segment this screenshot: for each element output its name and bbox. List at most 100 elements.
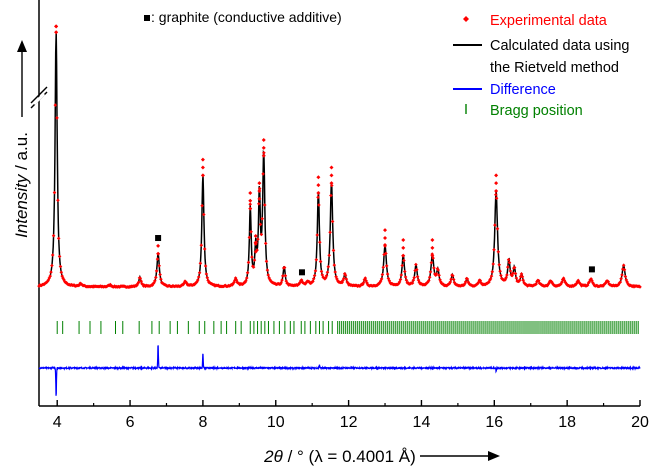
experimental-point [621,263,626,268]
y-axis-var: Intensity [12,173,31,238]
x-tick-label: 14 [413,414,431,431]
experimental-point [380,272,385,277]
experimental-point [216,283,221,288]
experimental-point [261,145,266,150]
experimental-point [503,277,507,282]
experimental-point [547,281,551,285]
experimental-point [534,282,538,286]
legend-label-calculated-1: Calculated data using [490,38,629,54]
experimental-point [59,270,64,275]
experimental-point [466,280,471,284]
experimental-point [585,283,590,287]
experimental-point [504,275,508,280]
experimental-point [258,222,263,227]
experimental-point [323,277,327,281]
experimental-point [382,252,386,257]
experimental-point [496,250,501,254]
experimental-point [493,223,497,227]
experimental-point [311,279,315,284]
experimental-point [363,276,368,280]
experimental-point [364,279,368,283]
y-axis-break [30,86,48,109]
graphite-annotation-marker-icon [144,15,150,21]
experimental-point [623,274,628,279]
experimental-point [259,232,264,237]
experimental-point [400,263,404,268]
experimental-point [184,281,189,285]
experimental-point [498,269,502,273]
x-axis-var: 2θ [263,447,283,466]
experimental-point [257,181,262,186]
experimental-point [200,203,204,208]
axes [38,0,641,407]
experimental-point [430,253,435,258]
experimental-point [197,271,202,275]
experimental-point [316,195,320,200]
experimental-point [417,280,422,284]
experimental-point [387,278,392,283]
x-tick-label: 12 [340,414,358,431]
x-axis-unit: / ° (λ = 0.4001 Å) [283,447,416,466]
experimental-point [411,278,416,282]
experimental-point [365,281,369,285]
experimental-point [157,264,161,268]
experimental-point [431,256,435,260]
experimental-point [439,280,443,284]
experimental-point [401,253,406,258]
experimental-point [616,282,621,287]
y-axis-arrow [17,40,27,117]
experimental-point [256,237,260,241]
experimental-point [489,274,494,278]
experimental-point [332,263,337,267]
experimental-point [155,257,160,261]
experimental-point [506,257,511,262]
experimental-point [433,273,438,277]
experimental-point [257,196,262,201]
graphite-marker [588,266,595,273]
experimental-point [451,273,455,278]
experimental-point [430,245,435,250]
experimental-point [494,189,499,193]
experimental-point [375,283,380,287]
experimental-point [438,278,442,282]
experimental-point [432,266,436,270]
x-tick-label: 16 [485,414,503,431]
experimental-point [314,258,319,262]
experimental-point [245,276,249,280]
experimental-point [510,273,514,278]
experimental-point [282,265,287,270]
experimental-point [318,240,322,244]
experimental-point [463,279,468,284]
experimental-point [48,274,52,278]
experimental-point [478,278,483,283]
experimental-point [383,236,388,241]
experimental-point [311,277,316,281]
experimental-point [269,279,273,283]
experimental-point [283,273,288,278]
experimental-point [251,265,256,269]
legend: Experimental data Calculated data using … [453,13,629,119]
experimental-point [491,262,495,266]
experimental-point [494,196,499,200]
experimental-point [249,230,253,234]
experimental-point [522,281,526,285]
experimental-point [383,228,388,233]
graphite-annotation-text: : graphite (conductive additive) [151,9,342,25]
experimental-point [586,281,591,285]
experimental-point [284,279,289,283]
difference-line [38,345,641,396]
experimental-point [318,259,323,264]
experimental-point [320,273,325,277]
experimental-point [326,265,331,269]
experimental-point [307,280,312,284]
x-tick-label: 6 [126,414,135,431]
experimental-point [441,282,446,287]
experimental-point [399,273,404,277]
experimental-point [505,273,509,277]
experimental-point [317,203,321,207]
experimental-point [324,276,328,280]
experimental-point [316,190,321,195]
experimental-point [192,282,197,287]
experimental-point [479,281,483,285]
experimental-point [362,278,367,282]
